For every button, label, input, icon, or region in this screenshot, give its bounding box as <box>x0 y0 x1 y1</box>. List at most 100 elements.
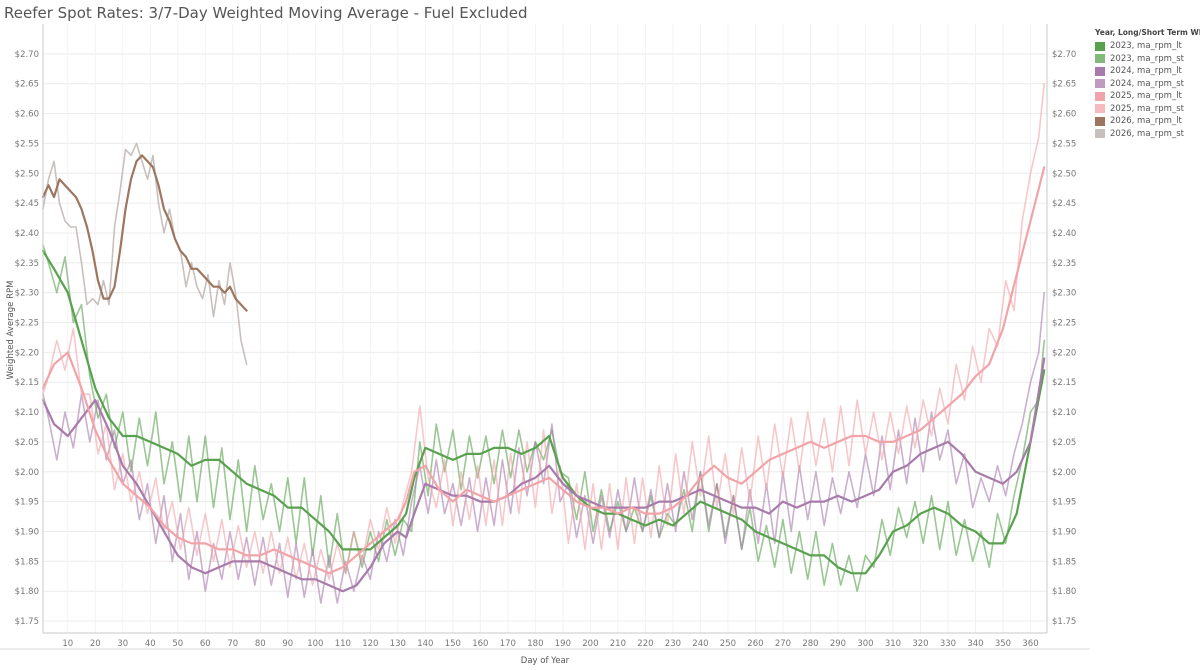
series-layer <box>41 82 1046 604</box>
legend-swatch <box>1095 116 1105 126</box>
x-tick-label: 210 <box>610 639 626 649</box>
chart-title: Reefer Spot Rates: 3/7-Day Weighted Movi… <box>4 4 528 22</box>
y-tick-label-left: $2.45 <box>15 199 39 209</box>
x-tick-label: 90 <box>282 639 293 649</box>
legend-item[interactable]: 2024, ma_rpm_lt <box>1095 65 1200 78</box>
x-tick-label: 350 <box>995 639 1011 649</box>
legend-swatch <box>1095 129 1105 139</box>
y-tick-label-left: $1.75 <box>15 617 39 627</box>
y-tick-label-left: $2.40 <box>15 229 39 239</box>
legend-swatch <box>1095 91 1105 101</box>
legend-label: 2024, ma_rpm_lt <box>1110 66 1182 77</box>
legend-swatch <box>1095 104 1105 114</box>
x-tick-label: 150 <box>445 639 461 649</box>
y-tick-label-right: $1.75 <box>1052 617 1076 627</box>
series-line-2026-ma-rpm-lt <box>41 154 248 312</box>
legend-item[interactable]: 2023, ma_rpm_lt <box>1095 40 1200 53</box>
y-tick-label-right: $2.60 <box>1052 110 1076 120</box>
y-tick-label-left: $2.70 <box>15 50 39 60</box>
series-line-2025-ma-rpm-lt <box>41 166 1046 575</box>
x-tick-label: 50 <box>172 639 183 649</box>
y-tick-label-left: $2.05 <box>15 438 39 448</box>
y-tick-label-right: $1.80 <box>1052 587 1076 597</box>
x-tick-label: 130 <box>390 639 406 649</box>
x-tick-label: 270 <box>775 639 791 649</box>
series-line-2026-ma-rpm-st <box>42 142 248 366</box>
legend-label: 2026, ma_rpm_st <box>1110 128 1184 139</box>
x-tick-label: 240 <box>692 639 708 649</box>
y-tick-label-right: $2.00 <box>1052 468 1076 478</box>
y-tick-label-right: $1.90 <box>1052 528 1076 538</box>
y-tick-label-left: $2.30 <box>15 289 39 299</box>
x-axis-label: Day of Year <box>521 656 570 666</box>
x-tick-label: 250 <box>720 639 736 649</box>
y-tick-label-left: $1.85 <box>15 557 39 567</box>
x-tick-label: 100 <box>307 639 323 649</box>
y-tick-label-left: $2.50 <box>15 169 39 179</box>
legend-item[interactable]: 2026, ma_rpm_st <box>1095 128 1200 141</box>
series-line-2024-ma-rpm-st <box>42 291 1045 604</box>
x-tick-label: 330 <box>940 639 956 649</box>
y-tick-label-right: $2.40 <box>1052 229 1076 239</box>
y-tick-label-left: $2.65 <box>15 80 39 90</box>
legend-title: Year, Long/Short Term WMA <box>1095 28 1200 37</box>
right-axis-ticks: $1.75 $1.80 $1.85 $1.90 $1.95 $2.00 $2.05 $2.10… <box>1052 50 1076 627</box>
y-tick-label-left: $2.15 <box>15 378 39 388</box>
y-tick-label-left: $1.95 <box>15 498 39 508</box>
legend-item[interactable]: 2025, ma_rpm_st <box>1095 103 1200 116</box>
legend-swatch <box>1095 54 1105 64</box>
y-tick-label-left: $2.35 <box>15 259 39 269</box>
y-axis-label: Weighted Average RPM <box>6 281 16 380</box>
x-tick-label: 140 <box>417 639 433 649</box>
y-tick-label-left: $2.55 <box>15 139 39 149</box>
series-line-2023-ma-rpm-st <box>42 244 1045 592</box>
legend-item[interactable]: 2025, ma_rpm_lt <box>1095 90 1200 103</box>
legend-label: 2024, ma_rpm_st <box>1110 78 1184 89</box>
x-tick-label: 220 <box>637 639 653 649</box>
x-tick-label: 110 <box>335 639 351 649</box>
x-tick-label: 340 <box>967 639 983 649</box>
legend-item[interactable]: 2026, ma_rpm_lt <box>1095 115 1200 128</box>
x-tick-label: 120 <box>362 639 378 649</box>
x-tick-label: 60 <box>200 639 211 649</box>
y-tick-label-left: $2.10 <box>15 408 39 418</box>
y-tick-label-left: $1.90 <box>15 528 39 538</box>
left-axis-ticks: $1.75 $1.80 $1.85 $1.90 $1.95 $2.00 $2.05 $2.10… <box>15 50 39 627</box>
line-chart: $1.75 $1.80 $1.85 $1.90 $1.95 $2.00 $2.05 $2.10… <box>0 24 1090 666</box>
x-tick-label: 10 <box>62 639 73 649</box>
y-tick-label-right: $2.70 <box>1052 50 1076 60</box>
axes <box>0 24 1090 650</box>
x-tick-label: 310 <box>885 639 901 649</box>
x-tick-label: 30 <box>117 639 128 649</box>
x-tick-label: 320 <box>912 639 928 649</box>
x-tick-label: 20 <box>90 639 101 649</box>
legend: Year, Long/Short Term WMA 2023, ma_rpm_l… <box>1095 28 1200 140</box>
x-tick-label: 200 <box>582 639 598 649</box>
legend-label: 2026, ma_rpm_lt <box>1110 116 1182 127</box>
y-tick-label-right: $1.85 <box>1052 557 1076 567</box>
y-tick-label-right: $2.55 <box>1052 139 1076 149</box>
y-tick-label-left: $2.25 <box>15 319 39 329</box>
y-tick-label-left: $2.20 <box>15 348 39 358</box>
y-tick-label-right: $1.95 <box>1052 498 1076 508</box>
x-tick-label: 170 <box>500 639 516 649</box>
x-tick-label: 190 <box>555 639 571 649</box>
legend-label: 2025, ma_rpm_lt <box>1110 91 1182 102</box>
legend-swatch <box>1095 79 1105 89</box>
x-tick-label: 260 <box>747 639 763 649</box>
y-tick-label-right: $2.05 <box>1052 438 1076 448</box>
series-line-2023-ma-rpm-lt <box>41 249 1046 575</box>
x-tick-label: 70 <box>227 639 238 649</box>
x-tick-label: 160 <box>472 639 488 649</box>
y-tick-label-right: $2.50 <box>1052 169 1076 179</box>
y-tick-label-right: $2.20 <box>1052 348 1076 358</box>
x-tick-label: 40 <box>145 639 156 649</box>
x-tick-label: 300 <box>857 639 873 649</box>
x-tick-label: 80 <box>255 639 266 649</box>
y-tick-label-right: $2.65 <box>1052 80 1076 90</box>
y-tick-label-right: $2.10 <box>1052 408 1076 418</box>
legend-item[interactable]: 2024, ma_rpm_st <box>1095 78 1200 91</box>
gridlines <box>43 24 1047 633</box>
y-tick-label-left: $2.60 <box>15 110 39 120</box>
legend-item[interactable]: 2023, ma_rpm_st <box>1095 53 1200 66</box>
